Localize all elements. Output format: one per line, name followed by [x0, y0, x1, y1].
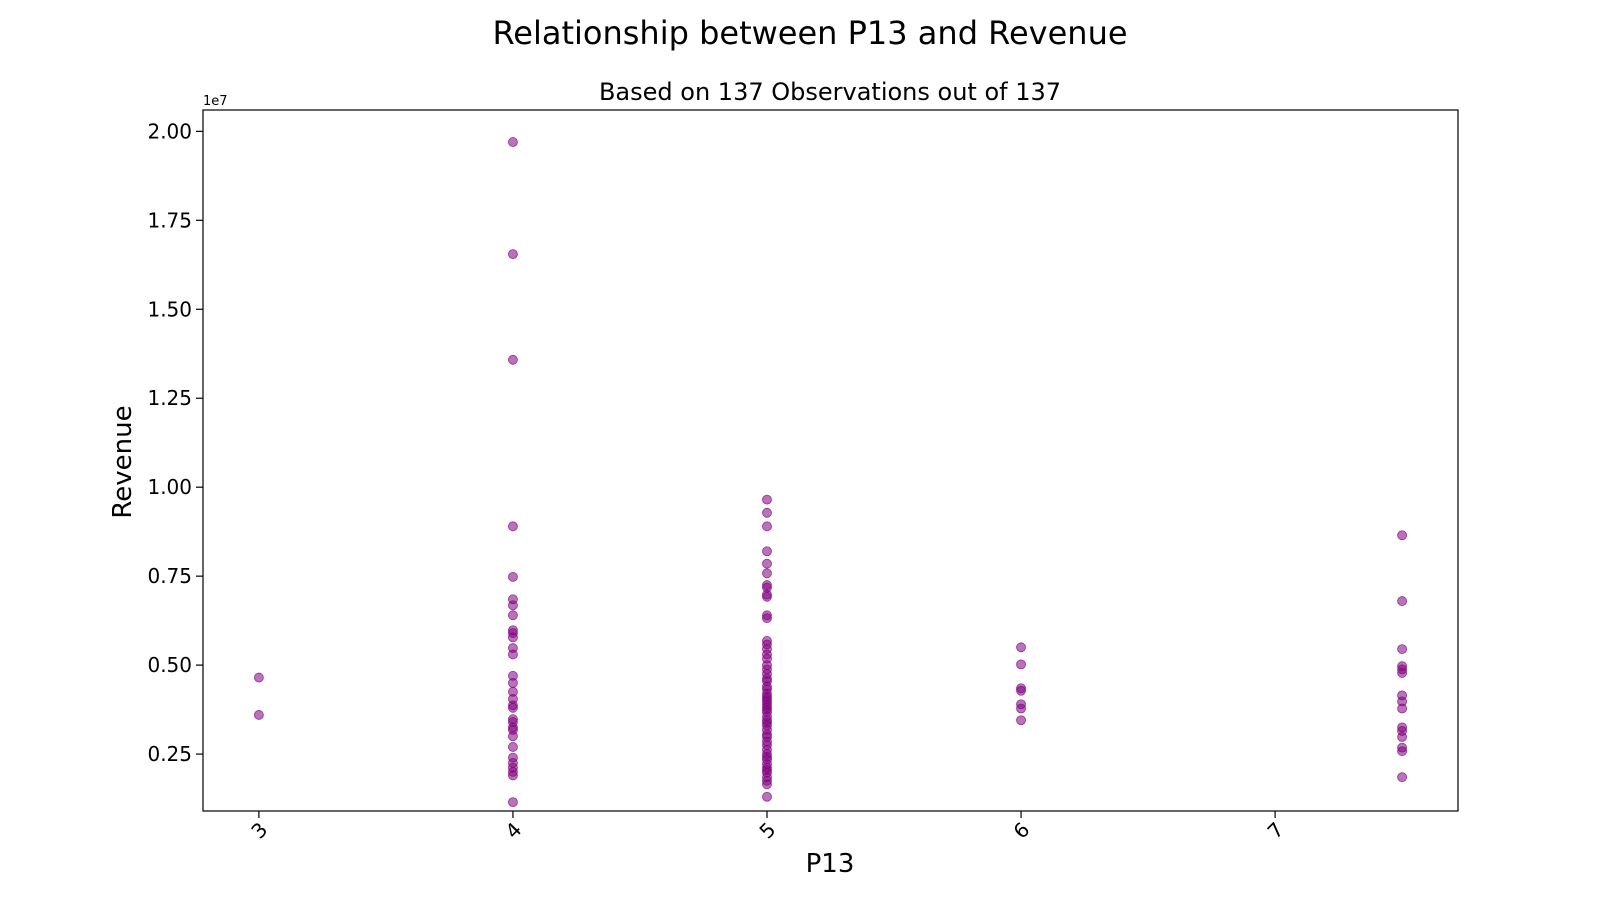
- x-tick-label: 4: [500, 817, 526, 843]
- x-tick-label: 5: [754, 817, 780, 843]
- data-point: [508, 742, 518, 752]
- data-point: [1397, 732, 1408, 742]
- y-tick-label: 0.25: [147, 742, 192, 766]
- data-point: [762, 507, 772, 518]
- chart-title: Relationship between P13 and Revenue: [492, 14, 1127, 52]
- chart-subtitle: Based on 137 Observations out of 137: [599, 78, 1061, 106]
- y-tick-label: 1.50: [147, 297, 192, 321]
- data-point: [508, 649, 518, 660]
- data-point: [1016, 703, 1026, 714]
- points-layer: [253, 137, 1408, 807]
- data-point: [762, 521, 772, 532]
- data-point: [1397, 746, 1408, 757]
- data-point: [762, 568, 772, 579]
- y-tick-label: 1.25: [147, 386, 192, 410]
- x-axis-label: P13: [806, 849, 855, 879]
- data-point: [508, 610, 518, 621]
- data-point: [1397, 668, 1408, 678]
- data-point: [253, 672, 264, 683]
- y-axis: 0.25 0.50 0.75 1.00 1.25 1.50 1.75 2.00: [147, 119, 203, 766]
- data-point: [762, 591, 772, 602]
- data-point: [1016, 642, 1026, 653]
- data-point: [508, 797, 518, 807]
- y-tick-label: 2.00: [147, 119, 192, 143]
- data-point: [1397, 530, 1408, 541]
- data-point: [508, 678, 518, 688]
- plot-area-frame: [202, 109, 1459, 812]
- data-point: [508, 137, 518, 147]
- x-tick-label: 3: [246, 817, 272, 843]
- y-axis-label: Revenue: [108, 405, 138, 518]
- data-point: [508, 702, 518, 713]
- data-point: [508, 770, 518, 781]
- data-point: [1397, 772, 1408, 783]
- data-point: [508, 632, 518, 643]
- data-point: [762, 546, 772, 557]
- x-axis: 3 4 5 6 7: [246, 811, 1289, 843]
- data-point: [508, 600, 518, 611]
- data-point: [508, 521, 518, 532]
- y-tick-label: 1.75: [147, 208, 192, 232]
- data-point: [1016, 659, 1026, 670]
- y-offset-label: 1e7: [203, 94, 228, 109]
- y-tick-label: 1.00: [147, 475, 192, 499]
- x-tick-label: 7: [1263, 817, 1289, 843]
- data-point: [508, 354, 518, 365]
- data-point: [508, 731, 518, 742]
- data-point: [1016, 685, 1026, 696]
- data-point: [253, 710, 264, 720]
- x-tick-label: 6: [1008, 817, 1034, 843]
- data-point: [762, 613, 772, 624]
- y-tick-label: 0.75: [147, 564, 192, 588]
- data-point: [1397, 596, 1408, 606]
- data-point: [762, 558, 772, 569]
- y-tick-label: 0.50: [147, 653, 192, 677]
- data-point: [508, 249, 518, 260]
- data-point: [1397, 703, 1408, 714]
- data-point: [1397, 644, 1408, 654]
- data-point: [762, 494, 772, 505]
- data-point: [508, 571, 518, 582]
- data-point: [762, 779, 772, 790]
- data-point: [762, 791, 772, 802]
- data-point: [1016, 715, 1026, 726]
